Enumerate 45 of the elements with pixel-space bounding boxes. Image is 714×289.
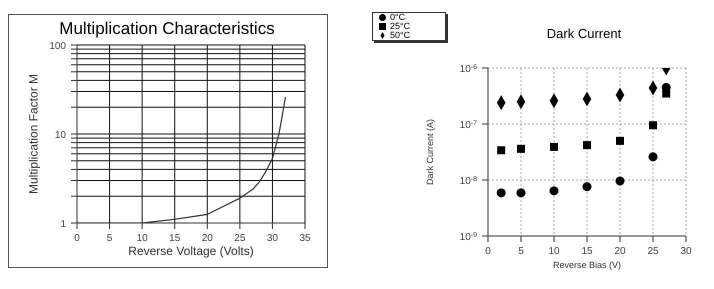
point [616,136,624,145]
x-tick-label: 30 [680,246,692,257]
point [615,176,625,186]
y-tick-label: 10$^{-9}$ [460,232,478,243]
point [649,121,657,130]
point [549,186,559,196]
x-tick-label: 25 [234,233,246,244]
x-tick-label: 30 [266,233,278,244]
x-tick-label: 15 [169,233,181,244]
legend-label: 25°C [390,21,410,31]
x-tick-label: 25 [647,246,659,257]
point [583,141,591,150]
x-tick-label: 5 [106,233,113,244]
panel-frame: Multiplication Characteristics 0 5 10 15 20 25 30 35 Reverse Voltage (Volts) 1 10 100 Multiplication Factor M [8,14,328,268]
point [496,188,506,198]
x-axis-title: Reverse Bias (V) [552,260,622,270]
chart-title: Multiplication Characteristics [58,19,276,39]
y-tick-label: 10$^{-8}$ [460,176,478,187]
x-tick-label: 35 [299,233,311,244]
y-tick-label: 10 [54,130,66,141]
y-tick-label: 100 [49,41,66,52]
x-tick-label: 5 [518,246,524,257]
x-tick-label: 0 [485,246,492,257]
chart-title: Dark Current [546,26,622,41]
x-tick-label: 20 [614,246,626,257]
legend-label: 0°C [390,12,406,22]
point [516,188,526,198]
x-axis-title: Reverse Voltage (Volts) [128,244,254,258]
point [497,146,506,154]
y-tick-label: 10$^{-6}$ [460,64,478,75]
point [550,142,558,151]
point [517,144,525,153]
legend-label: 50°C [390,30,410,40]
x-tick-label: 0 [74,233,80,244]
point [648,152,658,162]
x-tick-label: 10 [548,246,560,257]
y-axis-title: Dark Current (A) [425,118,436,186]
y-tick-label: 10$^{-7}$ [460,120,478,131]
y-tick-label: 1 [60,219,66,230]
x-tick-label: 20 [202,233,214,244]
point [662,90,670,98]
y-axis-title: Multiplication Factor M [26,74,40,194]
x-tick-label: 10 [136,233,148,244]
point [582,182,592,192]
x-tick-label: 15 [581,246,593,257]
